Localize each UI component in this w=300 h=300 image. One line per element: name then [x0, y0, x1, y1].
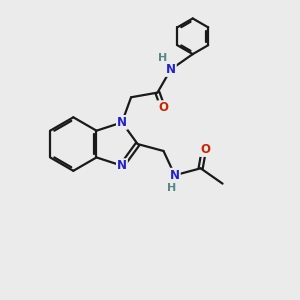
Text: H: H	[158, 53, 167, 63]
Text: N: N	[170, 169, 180, 182]
Text: N: N	[166, 63, 176, 76]
Text: N: N	[117, 159, 127, 172]
Text: N: N	[117, 116, 127, 129]
Text: H: H	[167, 183, 176, 193]
Text: O: O	[200, 143, 210, 156]
Text: O: O	[158, 101, 168, 114]
